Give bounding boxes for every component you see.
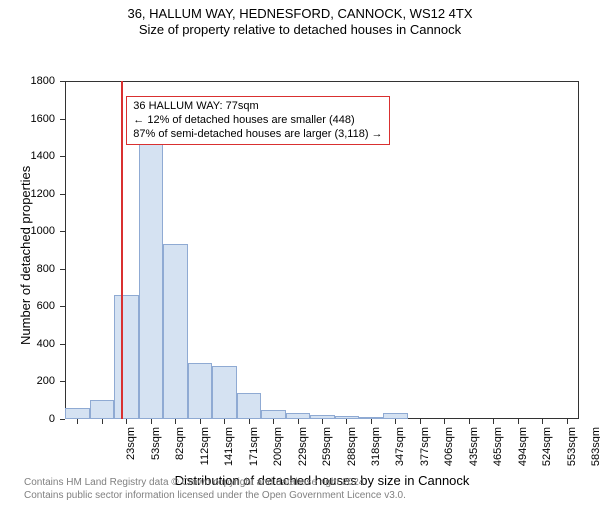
histogram-bar — [139, 141, 163, 419]
xtick-label: 435sqm — [468, 427, 480, 477]
xtick-label: 171sqm — [248, 427, 260, 477]
xtick-label: 318sqm — [370, 427, 382, 477]
xtick-label: 288sqm — [346, 427, 358, 477]
xtick-mark — [371, 419, 372, 424]
ytick-mark — [60, 156, 65, 157]
y-axis-label: Number of detached properties — [18, 166, 33, 345]
histogram-bar — [90, 400, 114, 419]
xtick-mark — [518, 419, 519, 424]
histogram-bar — [163, 244, 188, 419]
histogram-bar — [261, 410, 286, 419]
ytick-mark — [60, 119, 65, 120]
xtick-label: 524sqm — [541, 427, 553, 477]
ytick-label: 0 — [0, 413, 55, 425]
annotation-box: 36 HALLUM WAY: 77sqm← 12% of detached ho… — [126, 96, 389, 145]
page-title-address: 36, HALLUM WAY, HEDNESFORD, CANNOCK, WS1… — [0, 6, 600, 21]
xtick-label: 200sqm — [272, 427, 284, 477]
ytick-mark — [60, 419, 65, 420]
xtick-mark — [200, 419, 201, 424]
xtick-label: 583sqm — [590, 427, 600, 477]
histogram-bar — [335, 416, 359, 419]
xtick-label: 229sqm — [297, 427, 309, 477]
xtick-label: 465sqm — [492, 427, 504, 477]
histogram-bar — [188, 363, 212, 419]
ytick-mark — [60, 306, 65, 307]
xtick-mark — [249, 419, 250, 424]
histogram-bar — [237, 393, 261, 419]
page-title-subtitle: Size of property relative to detached ho… — [0, 22, 600, 37]
histogram-bar — [114, 295, 139, 419]
xtick-mark — [420, 419, 421, 424]
histogram-bar — [65, 408, 90, 419]
xtick-label: 494sqm — [517, 427, 529, 477]
xtick-mark — [77, 419, 78, 424]
ytick-mark — [60, 231, 65, 232]
xtick-mark — [224, 419, 225, 424]
xtick-mark — [102, 419, 103, 424]
attribution-line-2: Contains public sector information licen… — [24, 490, 600, 503]
ytick-mark — [60, 344, 65, 345]
ytick-mark — [60, 194, 65, 195]
histogram-bar — [310, 415, 335, 419]
xtick-label: 259sqm — [321, 427, 333, 477]
xtick-mark — [126, 419, 127, 424]
xtick-mark — [542, 419, 543, 424]
xtick-mark — [346, 419, 347, 424]
marker-line — [121, 81, 123, 419]
xtick-label: 23sqm — [125, 427, 137, 477]
xtick-label: 53sqm — [150, 427, 162, 477]
ytick-label: 1600 — [0, 113, 55, 125]
histogram-bar — [383, 413, 408, 419]
ytick-label: 1800 — [0, 75, 55, 87]
xtick-label: 347sqm — [394, 427, 406, 477]
histogram-bar — [359, 417, 383, 419]
xtick-label: 112sqm — [199, 427, 211, 477]
xtick-label: 82sqm — [174, 427, 186, 477]
annotation-line: 87% of semi-detached houses are larger (… — [133, 128, 382, 142]
ytick-mark — [60, 381, 65, 382]
xtick-mark — [469, 419, 470, 424]
annotation-line: ← 12% of detached houses are smaller (44… — [133, 114, 382, 128]
annotation-line: 36 HALLUM WAY: 77sqm — [133, 100, 382, 114]
ytick-mark — [60, 81, 65, 82]
xtick-mark — [175, 419, 176, 424]
xtick-label: 141sqm — [223, 427, 235, 477]
attribution-line-1: Contains HM Land Registry data © Crown c… — [24, 477, 600, 490]
ytick-label: 200 — [0, 375, 55, 387]
xtick-mark — [444, 419, 445, 424]
attribution-footer: Contains HM Land Registry data © Crown c… — [0, 477, 600, 502]
xtick-mark — [567, 419, 568, 424]
xtick-label: 377sqm — [419, 427, 431, 477]
xtick-mark — [493, 419, 494, 424]
histogram-bar — [212, 366, 237, 419]
xtick-mark — [298, 419, 299, 424]
ytick-label: 1400 — [0, 150, 55, 162]
xtick-mark — [322, 419, 323, 424]
xtick-label: 553sqm — [566, 427, 578, 477]
xtick-mark — [395, 419, 396, 424]
histogram-bar — [286, 413, 310, 419]
xtick-mark — [151, 419, 152, 424]
ytick-mark — [60, 269, 65, 270]
xtick-mark — [273, 419, 274, 424]
xtick-label: 406sqm — [443, 427, 455, 477]
